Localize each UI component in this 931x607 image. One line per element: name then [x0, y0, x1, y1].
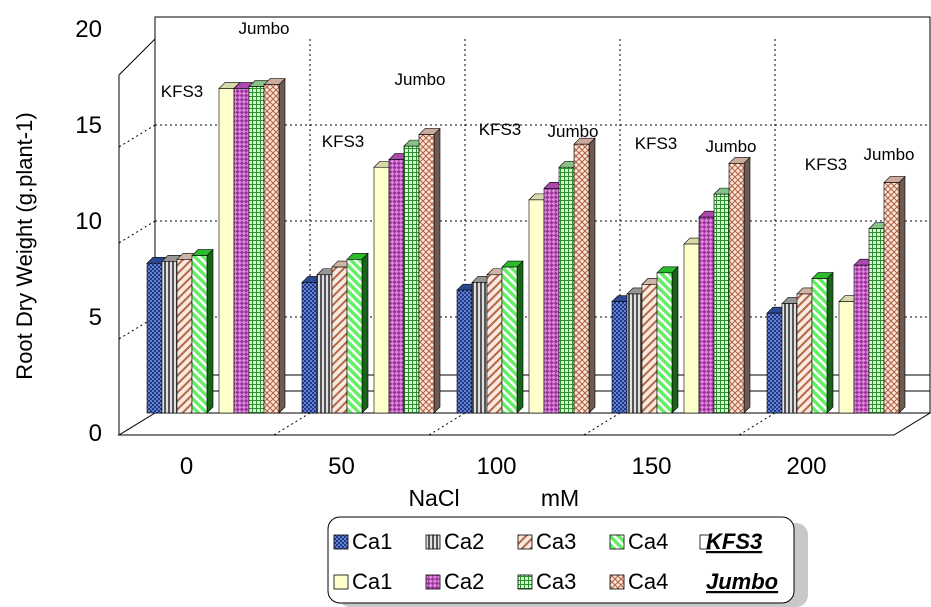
group-label-jumbo-200: Jumbo — [863, 145, 914, 164]
x-axis-ticks: 0 50 100 150 200 — [180, 453, 827, 480]
y-tick-label: 5 — [89, 304, 102, 331]
bar-kfs3-ca4-100 — [501, 260, 524, 414]
group-label-jumbo-100: Jumbo — [547, 122, 598, 141]
legend-label: Ca2 — [444, 529, 484, 554]
legend-label: Ca1 — [352, 569, 392, 594]
group-label-kfs3-200: KFS3 — [805, 155, 848, 174]
y-axis-label: Root Dry Weight (g.plant-1) — [12, 112, 37, 379]
legend-label: Ca3 — [536, 529, 576, 554]
x-axis-label-nacl: NaCl — [408, 485, 459, 511]
y-tick-label: 20 — [75, 16, 102, 43]
legend-swatch-jumbo-ca1 — [333, 574, 349, 590]
x-axis-label-unit: mM — [541, 485, 579, 511]
floor-divider-2 — [428, 412, 466, 436]
group-label-kfs3-0: KFS3 — [161, 82, 204, 101]
legend-label: Ca2 — [444, 569, 484, 594]
gridline-side-5 — [118, 316, 156, 340]
legend-swatch-jumbo-ca4 — [609, 574, 625, 590]
gridline-side-15 — [118, 124, 156, 148]
group-label-jumbo-150: Jumbo — [705, 137, 756, 156]
legend: Ca1 Ca2 Ca3 Ca4 KFS3 Ca1 Ca2 Ca3 Ca4 Jumbo — [327, 516, 808, 607]
y-tick-label: 15 — [75, 112, 102, 139]
legend-label: Ca4 — [628, 529, 668, 554]
floor-divider-4 — [738, 412, 776, 436]
floor-divider-1 — [273, 412, 311, 436]
legend-swatch-kfs3-ca3 — [517, 534, 533, 550]
x-tick-label: 0 — [180, 453, 193, 480]
legend-label: Ca1 — [352, 529, 392, 554]
group-label-jumbo-50: Jumbo — [394, 70, 445, 89]
bar-kfs3-ca4-50 — [346, 252, 369, 414]
x-tick-label: 50 — [328, 453, 355, 480]
legend-group-label-kfs3: KFS3 — [706, 529, 762, 554]
bar-jumbo-ca4-100 — [573, 137, 596, 414]
bar-kfs3-ca4-150 — [656, 266, 679, 414]
y-axis-ticks: 0 5 10 15 20 — [75, 16, 102, 447]
legend-label: Ca3 — [536, 569, 576, 594]
group-label-kfs3-50: KFS3 — [322, 132, 365, 151]
gridline-side-10 — [118, 220, 156, 244]
y-tick-label: 0 — [89, 420, 102, 447]
bar-kfs3-ca4-0 — [191, 248, 214, 414]
bars — [146, 77, 906, 414]
bar-jumbo-ca4-150 — [728, 156, 751, 414]
legend-label: Ca4 — [628, 569, 668, 594]
bar-jumbo-ca4-0 — [263, 77, 286, 414]
group-label-kfs3-100: KFS3 — [479, 120, 522, 139]
bar-jumbo-ca4-50 — [418, 127, 441, 414]
group-label-kfs3-150: KFS3 — [635, 134, 678, 153]
left-wall-top-edge — [118, 38, 156, 76]
x-tick-label: 100 — [476, 453, 516, 480]
x-tick-label: 200 — [786, 453, 826, 480]
legend-extra-swatch — [699, 534, 711, 550]
floor — [117, 412, 931, 436]
legend-swatch-kfs3-ca1 — [333, 534, 349, 550]
legend-swatch-kfs3-ca4 — [609, 534, 625, 550]
floor-divider-3 — [583, 412, 621, 436]
legend-group-label-jumbo: Jumbo — [706, 569, 778, 594]
bar-kfs3-ca4-200 — [811, 271, 834, 414]
legend-box — [327, 516, 795, 604]
legend-swatch-jumbo-ca3 — [517, 574, 533, 590]
legend-swatch-jumbo-ca2 — [425, 574, 441, 590]
group-labels: KFS3 Jumbo KFS3 Jumbo KFS3 Jumbo KFS3 Jumbo KFS3… — [161, 19, 915, 174]
y-tick-label: 10 — [75, 208, 102, 235]
bar-jumbo-ca4-200 — [883, 175, 906, 414]
x-tick-label: 150 — [631, 453, 671, 480]
group-label-jumbo-0: Jumbo — [238, 19, 289, 38]
legend-swatch-kfs3-ca2 — [425, 534, 441, 550]
